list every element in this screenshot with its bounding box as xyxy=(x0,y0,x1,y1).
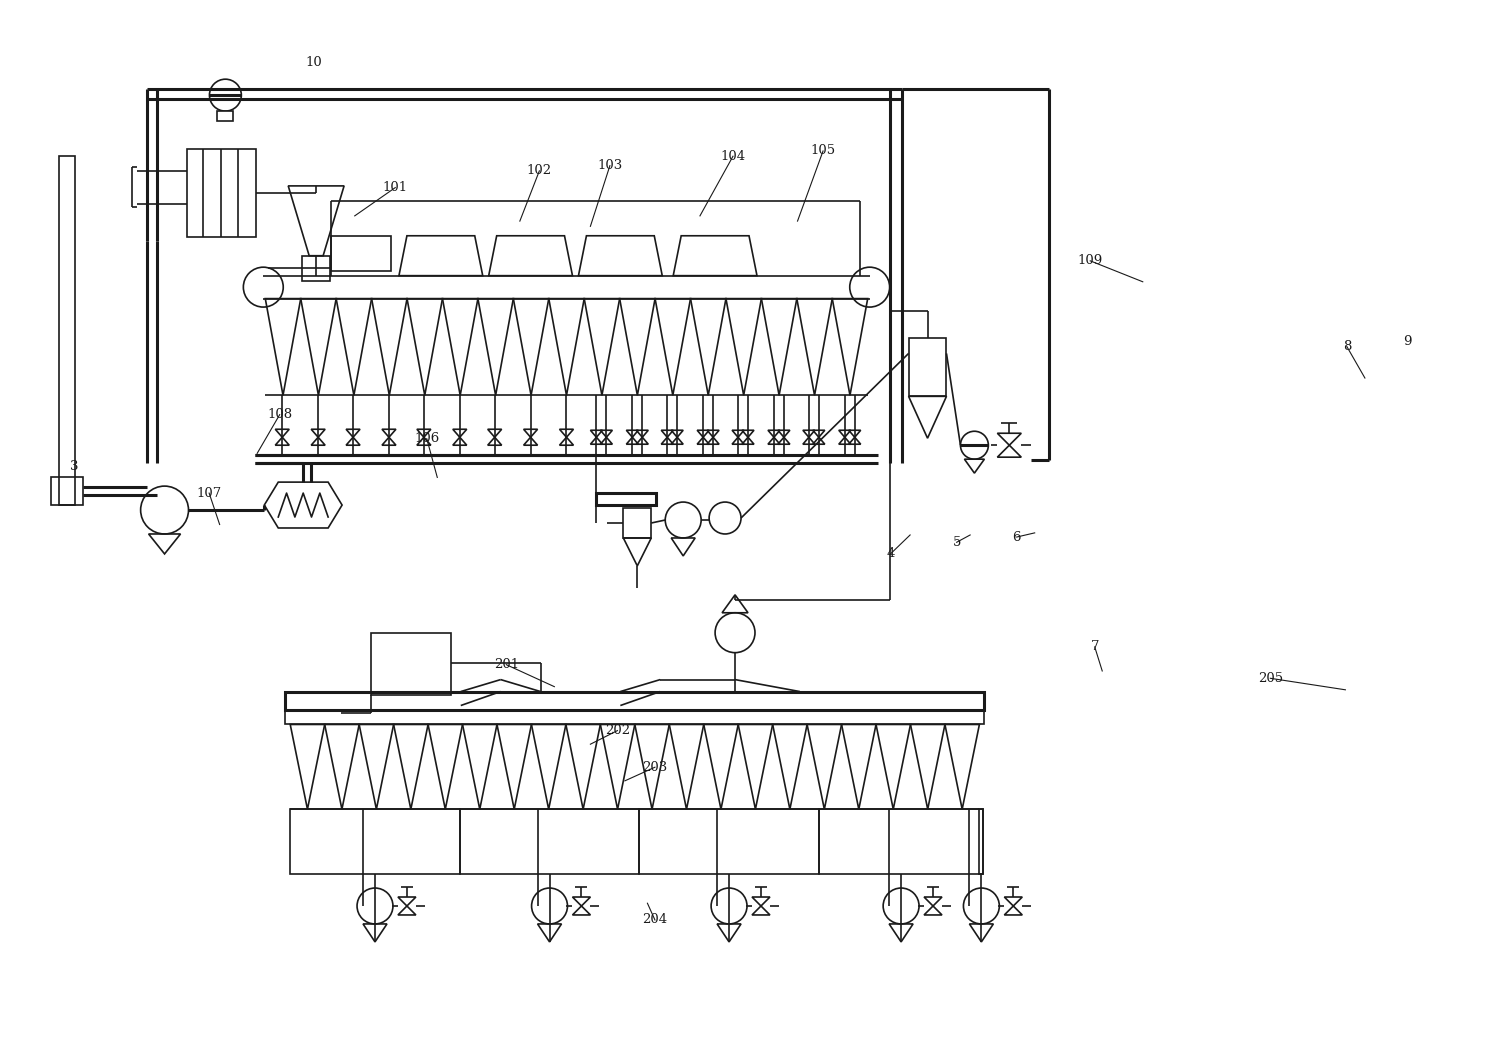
Text: 3: 3 xyxy=(69,461,78,473)
Text: 9: 9 xyxy=(1403,335,1412,348)
Text: 106: 106 xyxy=(414,432,439,445)
Text: 205: 205 xyxy=(1258,671,1282,685)
Bar xyxy=(51,477,83,505)
Bar xyxy=(217,111,233,121)
Text: 109: 109 xyxy=(1078,254,1103,267)
Text: 6: 6 xyxy=(1013,531,1020,543)
Bar xyxy=(596,493,656,505)
Text: 102: 102 xyxy=(527,165,552,177)
Text: 108: 108 xyxy=(266,408,292,421)
Text: 10: 10 xyxy=(306,56,322,68)
Bar xyxy=(909,339,947,397)
Bar xyxy=(819,809,983,874)
Bar xyxy=(640,809,819,874)
Bar xyxy=(459,809,640,874)
Text: 103: 103 xyxy=(597,159,623,172)
Bar xyxy=(372,633,452,694)
Bar xyxy=(59,156,75,505)
Text: 107: 107 xyxy=(197,487,221,499)
Bar xyxy=(187,149,256,237)
Text: 101: 101 xyxy=(382,181,408,194)
Text: 201: 201 xyxy=(494,658,519,671)
Text: 104: 104 xyxy=(721,150,745,163)
Bar xyxy=(286,691,984,709)
Text: 8: 8 xyxy=(1342,340,1351,354)
Text: 105: 105 xyxy=(811,145,835,157)
Bar xyxy=(623,508,652,538)
Text: 4: 4 xyxy=(886,548,895,560)
Text: 202: 202 xyxy=(605,724,631,737)
Bar xyxy=(286,709,984,725)
Text: 5: 5 xyxy=(953,536,960,549)
Bar xyxy=(303,256,330,281)
Bar xyxy=(290,809,459,874)
Text: 203: 203 xyxy=(643,761,668,774)
Text: 204: 204 xyxy=(643,914,668,926)
Bar xyxy=(331,236,391,271)
Text: 7: 7 xyxy=(1091,640,1099,654)
Bar xyxy=(980,809,983,874)
